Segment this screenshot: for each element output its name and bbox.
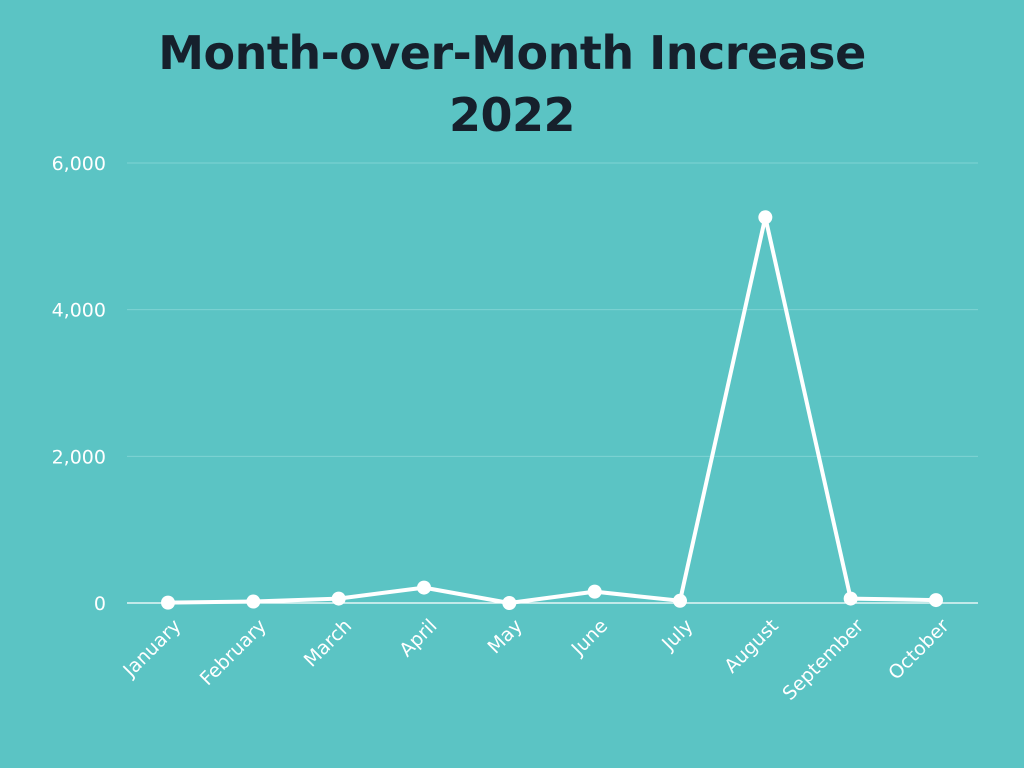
- y-tick-label: 0: [94, 593, 106, 615]
- data-point: [331, 591, 346, 606]
- x-tick-label: March: [300, 615, 357, 672]
- chart-title: Month-over-Month Increase 2022: [0, 22, 1024, 146]
- data-point: [673, 593, 687, 608]
- chart-title-year: 2022: [448, 88, 576, 142]
- series-group: [161, 210, 943, 610]
- data-point: [929, 593, 943, 608]
- data-point: [758, 210, 773, 225]
- x-tick-label: October: [884, 615, 953, 684]
- data-point: [246, 594, 261, 609]
- data-point: [587, 584, 602, 599]
- x-axis: January February March April May June July Augu…: [118, 615, 953, 705]
- data-point: [843, 591, 858, 606]
- series-line: [166, 215, 938, 605]
- chart-title-main: Month-over-Month Increase: [158, 26, 866, 80]
- x-tick-label: February: [196, 615, 271, 690]
- data-point: [161, 595, 175, 610]
- y-axis: 0 2,000 4,000 6,000: [52, 153, 106, 615]
- data-point: [417, 580, 431, 595]
- x-tick-label: June: [567, 615, 613, 661]
- data-point: [502, 596, 517, 610]
- x-tick-label: August: [720, 615, 783, 678]
- x-tick-label: September: [778, 615, 868, 705]
- x-tick-label: April: [395, 615, 441, 661]
- x-tick-label: July: [657, 615, 697, 655]
- y-tick-label: 6,000: [52, 153, 106, 175]
- x-tick-label: May: [484, 615, 527, 658]
- grid-lines: [127, 162, 978, 604]
- y-tick-label: 2,000: [52, 446, 106, 468]
- y-tick-label: 4,000: [52, 300, 106, 322]
- x-tick-label: January: [118, 615, 185, 682]
